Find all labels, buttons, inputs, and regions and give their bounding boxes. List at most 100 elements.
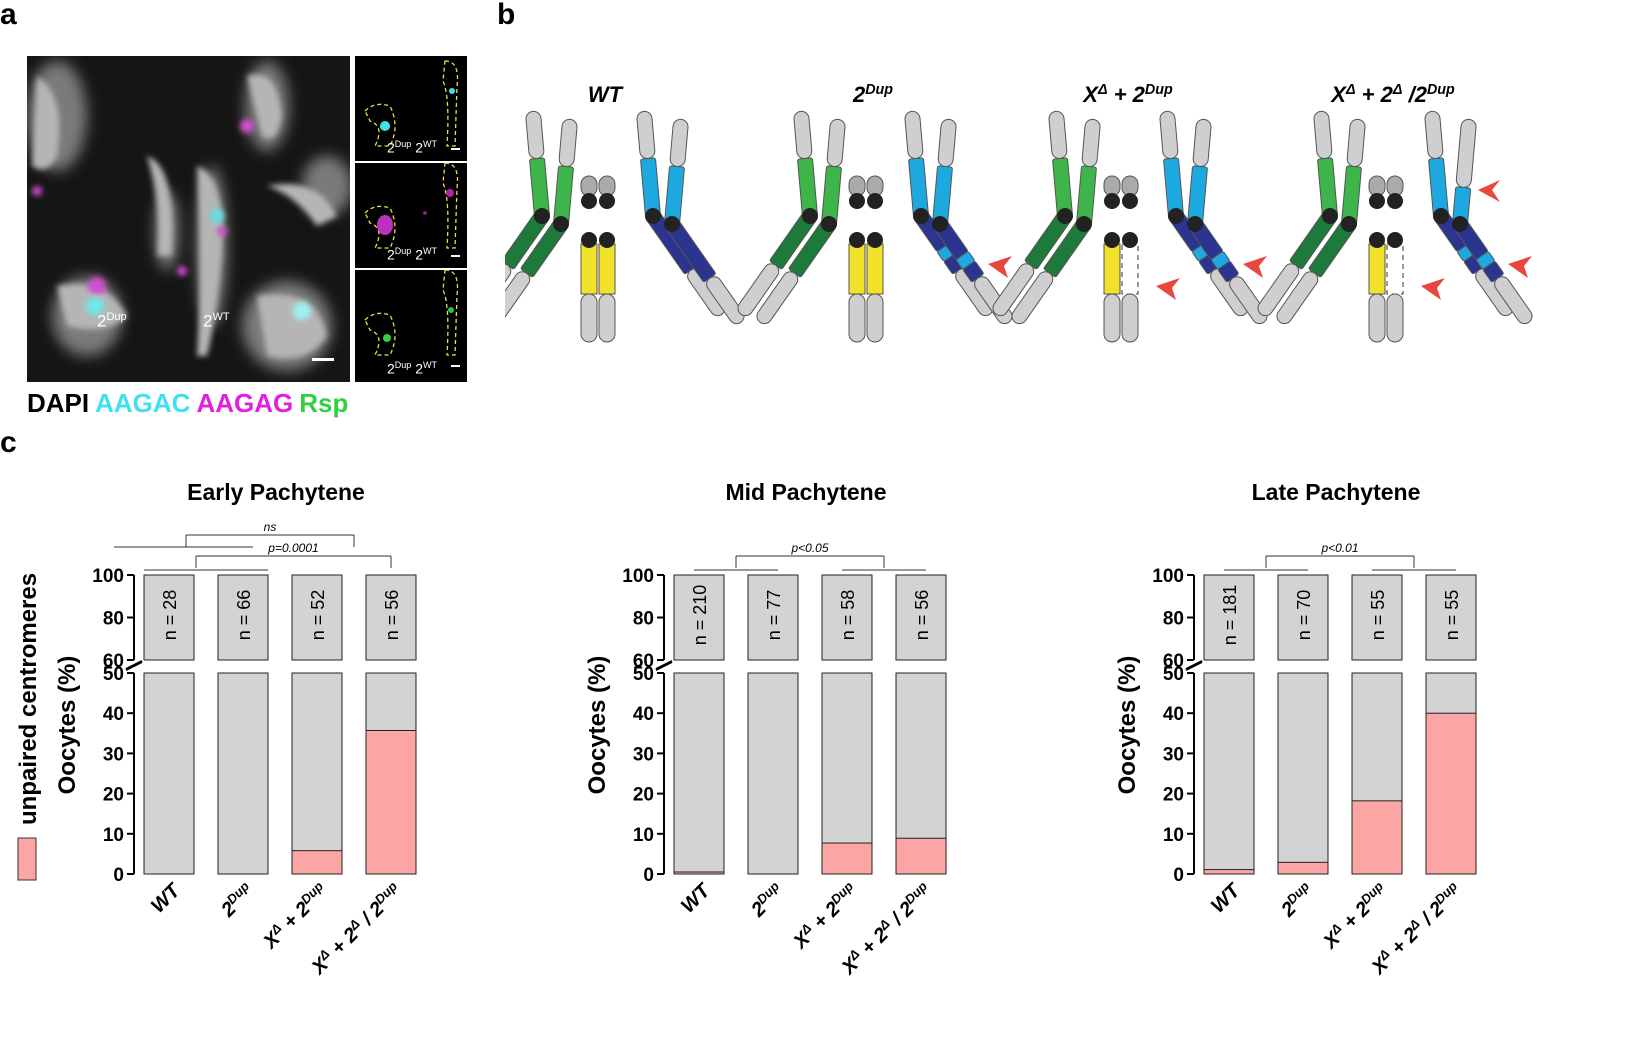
stat-bracket-ns: ns	[185, 520, 355, 547]
chromosome-2l-2r-a-left-arm-segment	[797, 157, 818, 217]
chromosome-3l-3r-a-left-arm	[904, 110, 929, 217]
chromosome-3l-3r-a-right-arm	[915, 211, 994, 317]
x-tick-label: 2Dup	[745, 878, 789, 922]
chromosome-3l-3r-a-left-arm-segment	[1424, 110, 1444, 159]
chromosome-4-segment	[580, 293, 598, 343]
x-tick-label: WT	[147, 879, 186, 918]
chromosome-4-centromere	[1387, 232, 1403, 248]
chromosome-3l-3r-b-centromere	[1187, 216, 1203, 232]
panel-label-a: a	[0, 0, 17, 31]
y-tick-label: 50	[103, 664, 124, 685]
inset-aagag: 2Dup 2WT	[355, 163, 467, 268]
y-tick-label: 30	[633, 744, 654, 765]
chromosome-2l-2r-b-right-arm-segment	[488, 271, 531, 325]
micrograph-panel: 2Dup 2WT 2Dup 2WT 2Dup 2WT	[27, 56, 467, 386]
chromosome-3l-3r-b-left-arm	[1452, 118, 1477, 225]
y-tick-label: 100	[622, 566, 654, 587]
chromosome-4-segment	[1103, 293, 1121, 343]
chromosome-3l-3r-a-centromere	[1433, 208, 1449, 224]
label-2wt-main: 2WT	[203, 311, 230, 331]
legend-aagac: AAGAC	[95, 388, 191, 418]
chromosome-3l-3r-a-left-arm-segment	[640, 157, 661, 217]
y-tick-label: 20	[1163, 785, 1184, 806]
scale-bar	[312, 358, 334, 361]
chromosome-2l-2r-a-right-arm-segment	[992, 263, 1035, 317]
x-centromere	[1104, 193, 1120, 209]
chromosome-2l-2r-b-left-arm-segment	[1346, 118, 1366, 167]
chromosome-4-pair	[1368, 232, 1404, 343]
y-tick-label: 0	[643, 865, 654, 886]
x-tick-label: XΔ + 2Dup	[257, 878, 333, 954]
chromosome-4-centromere	[599, 232, 615, 248]
chromosome-3l-3r-a-centromere	[1168, 208, 1184, 224]
chromosome-3l-3r-a-left-arm-segment	[908, 157, 929, 217]
chromosome-3l-3r-a-centromere	[913, 208, 929, 224]
bar-background	[1203, 672, 1255, 875]
chromosome-2l-2r-b-left-arm	[1076, 118, 1101, 225]
x-centromere	[1122, 193, 1138, 209]
chromosome-2l-2r-a-left-arm-segment	[1313, 110, 1333, 159]
chromosome-x-pair	[1368, 175, 1404, 209]
y-tick-label: 100	[1152, 566, 1184, 587]
legend-label: unpaired centromeres	[15, 573, 42, 825]
y-tick-label: 30	[103, 744, 124, 765]
n-label: n = 55	[1442, 590, 1462, 641]
n-label: n = 181	[1220, 585, 1240, 646]
chromosome-4-centromere	[1369, 232, 1385, 248]
chromosome-4-segment	[580, 243, 598, 295]
chromosome-4-pair	[580, 232, 616, 343]
chromosome-4-segment	[1386, 293, 1404, 343]
inset-scale-bar	[451, 148, 460, 150]
unpaired-centromeres-legend: unpaired centromeres	[15, 573, 42, 881]
chromosome-3l-3r-b-right-arm	[666, 219, 745, 325]
y-tick-label: 80	[103, 609, 124, 630]
panel-label-c: c	[0, 426, 17, 459]
bar-background	[217, 672, 269, 875]
chromosome-3l-3r-b-left-arm-segment	[1187, 165, 1208, 225]
legend-rsp: Rsp	[299, 388, 349, 418]
legend-swatch	[17, 837, 37, 881]
chromosome-x-pair	[848, 175, 884, 209]
n-label: n = 58	[838, 590, 858, 641]
chromosome-2l-2r-b-centromere	[1341, 216, 1357, 232]
pachytene-charts: unpaired centromeres Early Pachytene Oocyt…	[0, 470, 1638, 1042]
chromosome-2l-2r-a-left-arm	[793, 110, 818, 217]
n-label: n = 55	[1368, 590, 1388, 641]
n-label: n = 66	[234, 590, 254, 641]
bar-background	[673, 672, 725, 875]
chromosome-3l-3r-a-left-arm	[1424, 110, 1449, 217]
chromosome-2l-2r-b-right-arm-segment	[1011, 271, 1054, 325]
chromosome-2l-2r-a-left-arm	[1313, 110, 1338, 217]
genotype-title: XΔ + 2Dup	[1081, 82, 1173, 107]
chromosome-2l-2r-a-centromere	[1322, 208, 1338, 224]
y-tick-label: 40	[633, 704, 654, 725]
inset-scale-bar	[451, 365, 460, 367]
bar-upper-segment	[217, 574, 269, 661]
stat-bracket-p: p<0.05	[735, 541, 885, 568]
bar-unpaired	[1425, 712, 1477, 875]
bar-upper-segment	[1203, 574, 1255, 661]
inset-aagac-label: 2Dup 2WT	[387, 139, 437, 156]
genotype-schematic: XΔ + 2Δ /2Dup	[1257, 82, 1533, 343]
chromosome-2l-2r-a-centromere	[802, 208, 818, 224]
bar-upper-segment	[1277, 574, 1329, 661]
chromosome-3l-3r-b-right-arm-segment	[706, 276, 745, 325]
chromosome-2l-2r-a-left-arm-segment	[793, 110, 813, 159]
bar-upper-segment	[747, 574, 799, 661]
chromosome-3l-3r-a-left-arm	[636, 110, 661, 217]
chromosome-4-segment	[866, 293, 884, 343]
chromosome-4-segment	[1103, 243, 1121, 295]
y-tick-label: 20	[103, 785, 124, 806]
chromosome-2l-2r-b-centromere	[553, 216, 569, 232]
chromosome-4-segment	[1121, 243, 1139, 295]
chromosome-4-segment	[1386, 243, 1404, 295]
chromosome-2l-2r-b-left-arm-segment	[558, 118, 578, 167]
y-tick-label: 80	[633, 609, 654, 630]
chart-title: Early Pachytene	[187, 479, 365, 505]
y-tick-label: 50	[633, 664, 654, 685]
bar-background	[1277, 672, 1329, 875]
genotype-title: WT	[588, 82, 624, 107]
panel-label-b: b	[497, 0, 516, 31]
karyotype-schematic-svg: WT 2Dup XΔ + 2Dup XΔ + 2Δ /2Dup	[469, 82, 1533, 343]
chromosome-2l-2r-b-left-arm-segment	[1076, 165, 1097, 225]
